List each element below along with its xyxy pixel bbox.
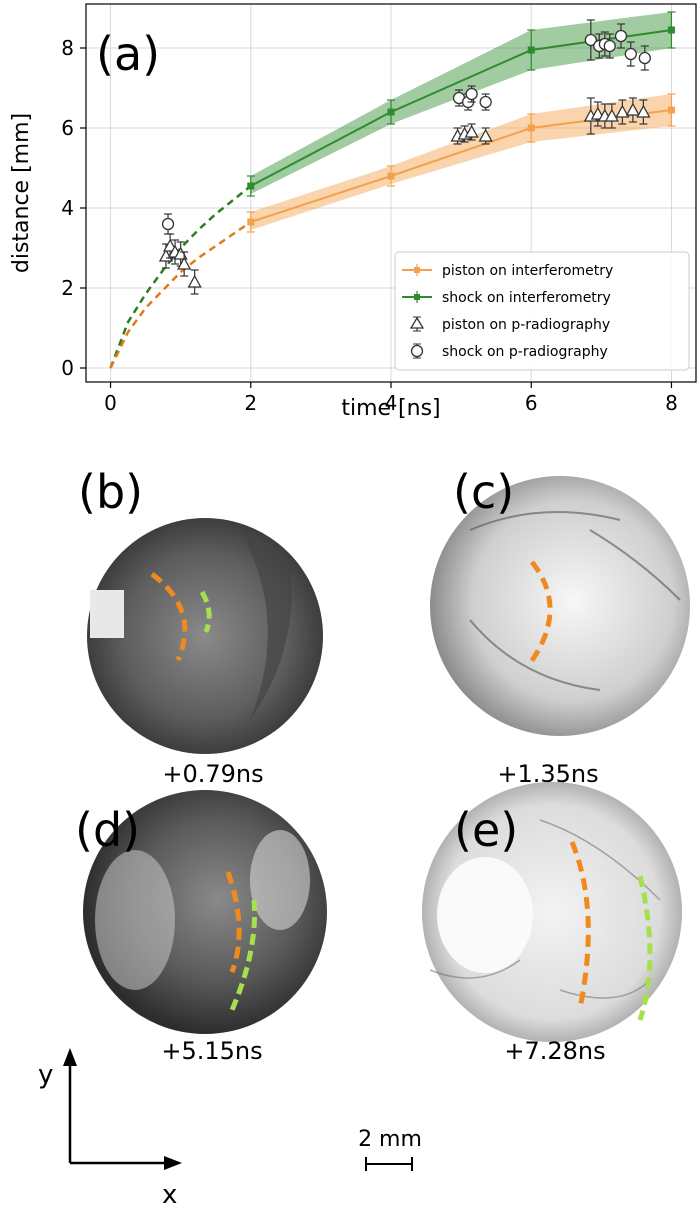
panel-c-label: (c) [453, 465, 514, 519]
y-tick-label: 2 [61, 276, 74, 300]
data-point [387, 172, 395, 180]
y-axis-label: distance [mm] [9, 113, 34, 273]
x-tick-label: 6 [525, 391, 538, 415]
data-series [158, 11, 676, 295]
up-arrow-icon [63, 1048, 77, 1066]
data-point [479, 95, 492, 109]
x-tick-label: 2 [244, 391, 257, 415]
bright-region [95, 850, 175, 990]
data-point [465, 87, 478, 101]
piston-front-dash [569, 841, 591, 1009]
uncertainty-bands [250, 12, 672, 230]
data-point [464, 124, 479, 138]
y-axis-arrow-label: y [38, 1060, 53, 1090]
data-point [478, 128, 493, 142]
bright-region [437, 857, 533, 973]
data-point [584, 33, 597, 47]
panel-e-radiograph: (e) +7.28ns [422, 782, 682, 1065]
y-tick-label: 6 [61, 116, 74, 140]
x-axis-arrow-label: x [162, 1180, 177, 1210]
x-axis-label: time [ns] [341, 396, 440, 421]
panel-d-time: +5.15ns [161, 1037, 262, 1065]
bright-region [250, 830, 310, 930]
panel-b-time: +0.79ns [162, 760, 263, 788]
extrapolation-curve [109, 220, 252, 369]
x-tick-label: 0 [104, 391, 117, 415]
panel-e-time: +7.28ns [504, 1037, 605, 1065]
data-point [638, 51, 651, 65]
data-point [387, 108, 395, 116]
scale-bar: 2 mm [358, 1127, 422, 1171]
data-point [177, 256, 192, 270]
axis-ticks: 0 2 4 6 8 0 2 4 6 8 [61, 36, 678, 415]
data-point [603, 39, 616, 53]
data-point [636, 104, 651, 118]
legend-entry-piston-interferometry: piston on interferometry [402, 263, 613, 279]
target-holder [90, 590, 124, 638]
data-point [247, 218, 255, 226]
x-tick-label: 4 [385, 391, 398, 415]
data-point [187, 274, 202, 288]
uncertainty-band [250, 94, 672, 230]
legend-entry-piston-radiography: piston on p-radiography [409, 316, 610, 333]
dark-filaments [469, 511, 681, 691]
radiograph-disc [430, 476, 690, 736]
data-point [161, 217, 175, 231]
radiograph-disc [422, 782, 682, 1042]
distance-vs-time-chart: 0 2 4 6 8 0 2 4 6 8 time [ns] distance [mm] (a) p… [9, 3, 697, 421]
data-point [667, 106, 675, 114]
y-tick-label: 4 [61, 196, 74, 220]
x-tick-label: 8 [665, 391, 678, 415]
legend-label: shock on interferometry [442, 290, 611, 306]
shock-front-dash [229, 899, 257, 1011]
scale-bar-label: 2 mm [358, 1127, 422, 1152]
data-point [667, 26, 675, 34]
legend-label: piston on p-radiography [442, 317, 610, 333]
uncertainty-band [250, 12, 672, 194]
y-tick-label: 8 [61, 36, 74, 60]
piston-front-dash [525, 560, 553, 668]
data-point [615, 104, 630, 118]
data-point [625, 102, 640, 116]
legend-entry-shock-radiography: shock on p-radiography [410, 343, 608, 360]
legend-label: piston on interferometry [442, 263, 613, 279]
extrapolation-curves [109, 185, 252, 369]
data-point [527, 124, 535, 132]
panel-d-label: (d) [75, 803, 140, 857]
panel-c-radiograph: (c) +1.35ns [430, 465, 690, 788]
shock-front-dash [199, 590, 212, 633]
data-point [614, 29, 628, 43]
legend-label: shock on p-radiography [442, 344, 608, 360]
orientation-axes: y x [38, 1048, 182, 1210]
data-point [604, 108, 619, 122]
y-tick-label: 0 [61, 356, 74, 380]
data-point [527, 46, 535, 54]
panel-d-radiograph: (d) +5.15ns [75, 790, 327, 1065]
piston-front-dash [150, 572, 188, 662]
legend: piston on interferometry shock on interf… [394, 251, 690, 371]
extrapolation-curve [109, 185, 252, 369]
right-arrow-icon [164, 1156, 182, 1170]
panel-a-label: (a) [96, 27, 160, 81]
panel-e-label: (e) [454, 803, 518, 857]
data-point [624, 47, 637, 61]
panel-b-label: (b) [78, 465, 143, 519]
legend-box [394, 251, 690, 371]
dark-filaments [429, 819, 661, 999]
data-point [247, 182, 255, 190]
dark-shadow [240, 530, 292, 720]
shock-front-dash [637, 875, 653, 1021]
panel-b-radiograph: (b) +0.79ns [78, 465, 323, 788]
legend-entry-shock-interferometry: shock on interferometry [402, 290, 611, 306]
